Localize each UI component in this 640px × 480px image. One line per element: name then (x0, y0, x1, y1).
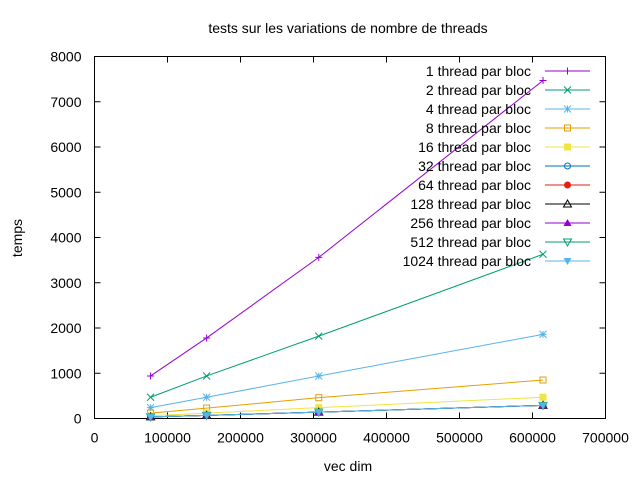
x-axis-label: vec dim (324, 458, 372, 474)
legend-marker (564, 181, 571, 189)
data-point (539, 393, 547, 401)
data-point (315, 394, 323, 402)
legend-marker (563, 258, 572, 265)
legend-label: 16 thread par bloc (418, 139, 531, 155)
y-tick-label: 5000 (50, 184, 81, 200)
x-tick-label: 500000 (436, 430, 483, 446)
legend-label: 128 thread par bloc (410, 196, 531, 212)
data-point (315, 253, 323, 261)
y-tick-label: 3000 (50, 275, 81, 291)
legend-marker (562, 238, 573, 248)
x-tick-label: 0 (91, 430, 99, 446)
legend-label: 2 thread par bloc (426, 82, 531, 98)
data-point (146, 403, 155, 412)
legend-marker (564, 67, 571, 75)
legend-marker (562, 198, 573, 208)
legend-label: 1 thread par bloc (426, 63, 531, 79)
series-line (150, 333, 544, 409)
data-point (314, 409, 323, 417)
data-point (539, 76, 547, 84)
series-line (150, 80, 544, 377)
y-tick-label: 0 (74, 411, 82, 427)
chart-title: tests sur les variations de nombre de th… (208, 20, 487, 36)
legend-marker (563, 219, 572, 226)
legend-marker (563, 86, 572, 94)
y-tick-label: 7000 (50, 94, 81, 110)
data-point (203, 334, 211, 342)
y-tick-label: 1000 (50, 365, 81, 381)
legend-label: 256 thread par bloc (410, 215, 531, 231)
x-tick-label: 400000 (363, 430, 410, 446)
y-tick-label: 8000 (50, 49, 81, 65)
series-line (150, 379, 544, 414)
data-series (145, 76, 548, 422)
legend-marker (564, 162, 571, 170)
data-point (314, 332, 323, 340)
legend-marker (564, 124, 571, 132)
data-point (539, 330, 547, 339)
legend-label: 8 thread par bloc (426, 120, 531, 136)
x-tick-label: 100000 (144, 430, 191, 446)
data-point (202, 372, 211, 380)
data-point (146, 393, 155, 402)
series-line (150, 404, 544, 418)
x-tick-label: 300000 (290, 430, 337, 446)
legend-label: 4 thread par bloc (426, 101, 531, 117)
legend-label: 64 thread par bloc (418, 177, 531, 193)
legend-label: 1024 thread par bloc (403, 253, 531, 269)
data-point (202, 412, 211, 420)
x-tick-label: 200000 (217, 430, 264, 446)
y-tick-label: 4000 (50, 230, 81, 246)
data-point (539, 376, 547, 384)
data-point (202, 393, 211, 402)
series-line (150, 396, 544, 417)
series-line (150, 253, 544, 398)
data-point (146, 413, 155, 421)
x-tick-label: 600000 (509, 430, 556, 446)
data-point (539, 402, 548, 410)
x-tick-label: 700000 (582, 430, 629, 446)
y-axis-label: temps (9, 219, 25, 257)
data-point (539, 250, 547, 259)
legend-marker (564, 143, 571, 151)
axis-ticks: 0 100000 200000 300000 400000 500000 600000 700… (50, 49, 629, 446)
data-point (314, 372, 323, 380)
y-tick-label: 6000 (50, 139, 81, 155)
legend: 1 thread par bloc 2 thread par bloc 4 thre… (403, 63, 590, 269)
legend-marker (563, 105, 572, 113)
y-tick-label: 2000 (50, 320, 81, 336)
data-point (147, 372, 155, 380)
legend-label: 512 thread par bloc (410, 234, 531, 250)
legend-label: 32 thread par bloc (418, 158, 531, 174)
